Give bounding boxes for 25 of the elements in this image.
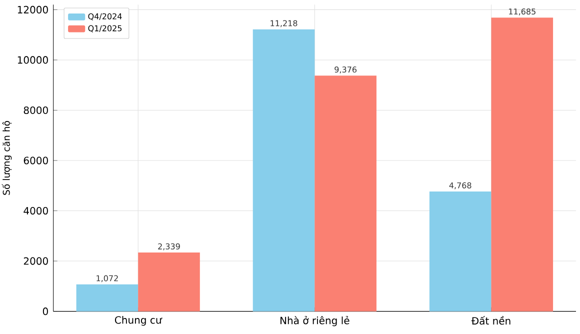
data-label: 2,339	[158, 243, 180, 250]
bar	[76, 284, 138, 312]
data-label: 11,218	[270, 20, 298, 28]
y-tick-label: 8000	[24, 106, 48, 114]
data-label: 4,768	[449, 182, 472, 190]
legend-label: Q4/2024	[88, 13, 122, 20]
bar	[314, 76, 376, 312]
x-tick-label: Nhà ở riêng lẻ	[280, 316, 350, 326]
bar	[138, 252, 200, 312]
x-tick-label: Chung cư	[114, 316, 162, 326]
y-tick-label: 0	[42, 308, 48, 316]
y-tick-label: 6000	[24, 156, 48, 164]
bar	[429, 191, 492, 312]
bar	[252, 29, 315, 312]
data-label: 1,072	[96, 275, 118, 282]
legend-label: Q1/2025	[88, 25, 122, 32]
y-tick-label: 4000	[24, 206, 48, 215]
y-tick-label: 10000	[18, 56, 48, 64]
y-axis-title: Số lượng căn hộ	[2, 121, 12, 195]
y-tick-label: 2000	[24, 257, 48, 265]
x-tick-label: Đất nền	[471, 316, 510, 325]
data-label: 11,685	[509, 8, 536, 16]
bar	[491, 18, 554, 312]
y-tick-label: 12000	[18, 6, 48, 14]
data-label: 9,376	[334, 66, 357, 74]
